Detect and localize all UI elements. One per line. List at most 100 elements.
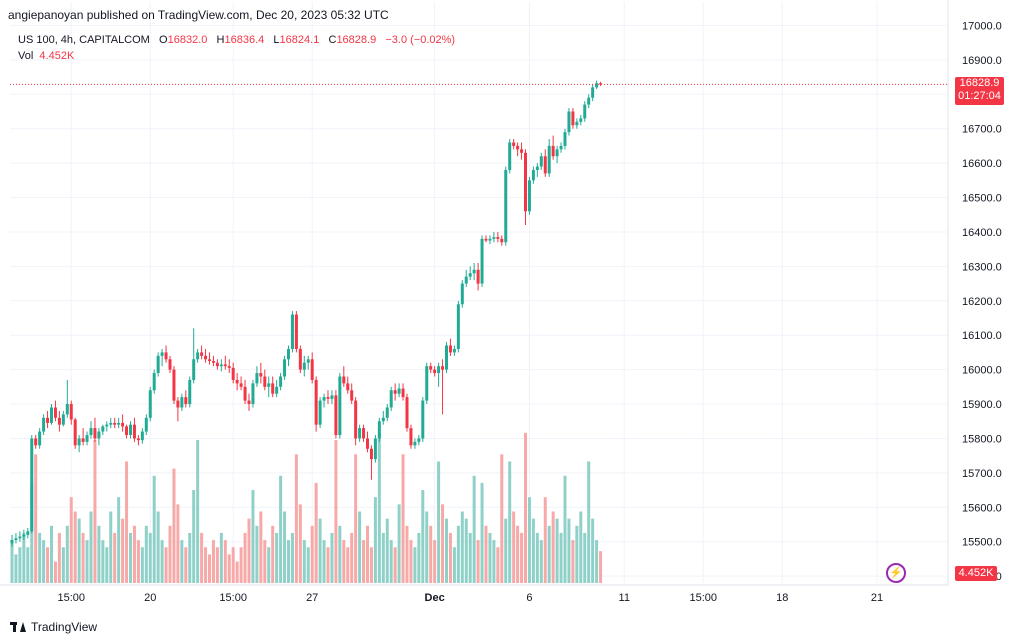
volume-value: 4.452K	[39, 50, 75, 62]
volume-bar	[445, 518, 448, 583]
volume-bar	[243, 532, 247, 583]
volume-bar	[93, 440, 97, 583]
volume-bar	[73, 511, 77, 583]
candle-body	[381, 417, 385, 422]
candle-body	[10, 539, 14, 544]
volume-bar	[69, 497, 73, 583]
candle-body	[152, 373, 156, 391]
candle-body	[81, 438, 85, 442]
volume-bar	[172, 468, 176, 583]
flash-icon[interactable]: ⚡	[886, 563, 906, 583]
candle-body	[425, 366, 429, 401]
volume-bar	[441, 504, 445, 583]
candle-body	[476, 269, 480, 284]
volume-bar	[429, 525, 433, 583]
volume-bar	[42, 540, 46, 583]
volume-label: Vol	[18, 50, 34, 62]
candle-body	[231, 367, 235, 380]
candle-body	[373, 438, 377, 460]
volume-bar	[215, 547, 219, 583]
candle-body	[184, 397, 188, 405]
volume-bar	[464, 518, 468, 583]
volume-bar	[121, 518, 125, 583]
tradingview-brand: TradingView	[31, 620, 98, 634]
candle-body	[338, 376, 342, 436]
volume-badge: 4.452K	[955, 566, 997, 581]
candle-body	[42, 417, 46, 432]
candle-body	[401, 388, 405, 398]
x-tick-label: 15:00	[219, 592, 247, 604]
candle-body	[389, 390, 393, 408]
volume-bar	[144, 525, 148, 583]
volume-bar	[346, 547, 350, 583]
candle-body	[468, 273, 472, 277]
high-value: 16836.4	[224, 34, 265, 46]
volume-bar	[354, 454, 358, 583]
volume-bar	[492, 540, 496, 583]
volume-bar	[366, 525, 369, 583]
volume-bar	[279, 475, 283, 583]
volume-bar	[539, 540, 543, 583]
volume-bar	[223, 540, 227, 583]
candle-body	[571, 111, 575, 126]
candle-body	[136, 438, 140, 441]
volume-bar	[563, 475, 567, 583]
candle-body	[464, 276, 468, 284]
volume-bar	[283, 511, 287, 583]
x-tick-label: 21	[871, 592, 883, 604]
candle-body	[441, 366, 445, 370]
volume-bar	[314, 482, 318, 583]
tradingview-logo[interactable]: TradingView	[10, 620, 97, 634]
candle-body	[480, 238, 484, 284]
candle-body	[26, 531, 30, 535]
candle-body	[208, 359, 211, 362]
candle-body	[452, 348, 456, 353]
volume-bar	[587, 461, 591, 583]
candle-body	[109, 422, 113, 425]
volume-bar	[129, 532, 132, 583]
volume-bar	[294, 454, 298, 583]
candle-body	[156, 355, 160, 374]
volume-bar	[338, 525, 342, 583]
y-tick-label: 15800.0	[962, 433, 1002, 445]
volume-bar	[255, 525, 259, 583]
x-tick-label: 15:00	[689, 592, 717, 604]
x-tick-label: 11	[619, 592, 630, 604]
candle-body	[405, 397, 409, 429]
volume-bar	[389, 540, 393, 583]
volume-bar	[535, 532, 539, 583]
candle-body	[579, 118, 583, 122]
y-tick-label: 15900.0	[962, 399, 1002, 411]
candle-body	[318, 400, 322, 425]
candle-body	[14, 538, 18, 540]
volume-bar	[350, 532, 354, 583]
volume-bar	[318, 518, 322, 583]
candle-body	[587, 97, 591, 105]
candle-body	[330, 395, 334, 399]
volume-bar	[504, 518, 508, 583]
candle-body	[433, 369, 437, 374]
volume-bar	[101, 540, 105, 583]
candle-body	[531, 169, 535, 181]
candle-body	[302, 362, 306, 370]
candle-body	[132, 424, 136, 439]
volume-bar	[508, 461, 512, 583]
open-value: 16832.0	[167, 34, 208, 46]
volume-bar	[342, 540, 346, 583]
volume-bar	[26, 547, 30, 583]
candle-body	[223, 364, 227, 367]
volume-bar	[393, 547, 397, 583]
candle-body	[512, 142, 516, 146]
candle-body	[101, 426, 105, 432]
volume-bar	[10, 540, 14, 583]
y-tick-label: 16000.0	[962, 365, 1002, 377]
candle-body	[227, 366, 231, 368]
candle-body	[409, 428, 413, 446]
volume-bar	[460, 511, 464, 583]
price-axis: 17000.016900.016800.016700.016600.016500…	[962, 20, 1002, 583]
candle-body	[77, 438, 81, 446]
volume-bar	[496, 547, 500, 583]
candle-body	[251, 383, 255, 405]
volume-bar	[401, 454, 405, 583]
